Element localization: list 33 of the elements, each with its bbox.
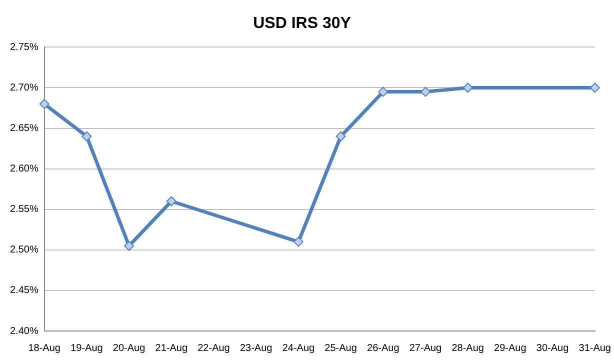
x-tick-label: 29-Aug — [494, 342, 526, 354]
x-tick-label: 26-Aug — [367, 342, 400, 354]
y-tick-label: 2.65% — [10, 123, 38, 134]
x-tick-label: 18-Aug — [28, 342, 60, 354]
y-tick-label: 2.40% — [10, 326, 38, 337]
point — [293, 236, 304, 247]
x-tick-label: 30-Aug — [536, 342, 569, 354]
y-tick-label: 2.60% — [10, 164, 38, 175]
x-tick-label: 19-Aug — [70, 342, 103, 354]
point — [39, 98, 50, 109]
x-tick-label: 22-Aug — [198, 342, 230, 354]
x-tick-label: 24-Aug — [282, 342, 315, 354]
y-tick-label: 2.55% — [10, 204, 38, 216]
y-tick-label: 2.75% — [10, 42, 38, 53]
x-tick-label: 27-Aug — [409, 342, 442, 354]
point — [378, 86, 388, 97]
point — [166, 196, 176, 206]
point — [462, 82, 473, 93]
y-tick-label: 2.45% — [10, 285, 38, 296]
x-tick-label: 28-Aug — [452, 342, 484, 354]
y-tick-label: 2.50% — [10, 244, 38, 256]
point — [124, 240, 134, 251]
x-tick-label: 25-Aug — [324, 342, 357, 354]
y-tick-label: 2.70% — [10, 82, 38, 94]
x-tick-label: 20-Aug — [112, 342, 146, 354]
x-tick-label: 23-Aug — [240, 342, 272, 354]
chart-title: USD IRS 30Y — [253, 15, 352, 32]
point — [336, 131, 346, 142]
point — [420, 86, 430, 97]
point — [82, 131, 92, 142]
x-tick-label: 21-Aug — [155, 342, 188, 354]
x-tick-label: 31-Aug — [578, 342, 611, 354]
point — [590, 82, 600, 93]
